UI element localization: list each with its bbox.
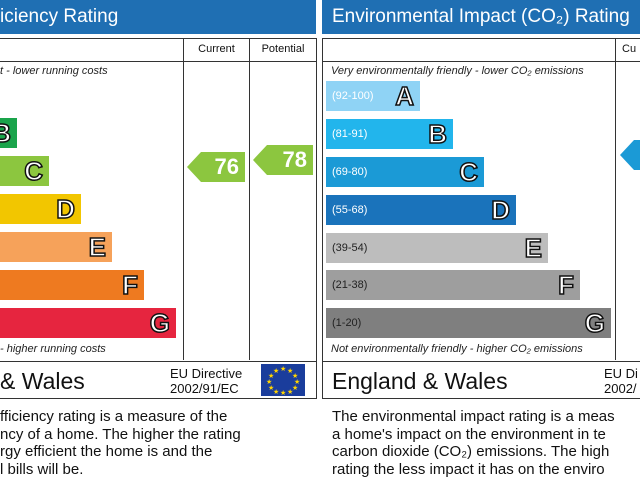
eu-flag-icon: ★ ★ ★ ★ ★ ★ ★ ★ ★ ★ ★ ★: [261, 364, 305, 397]
energy-desc-line-4: l bills will be.: [0, 460, 84, 478]
energy-band-d: D: [0, 193, 81, 225]
energy-band-letter: E: [88, 231, 107, 263]
environmental-impact-panel: Environmental Impact (CO₂) Rating Cu Ver…: [322, 0, 640, 480]
current-rating-arrow: 76: [187, 152, 245, 182]
energy-header: iciency Rating: [0, 0, 316, 34]
env-band-b: (81-91) B: [326, 118, 453, 150]
env-band-c: (69-80) C: [326, 156, 484, 188]
env-band-letter: F: [557, 269, 574, 301]
energy-desc-line-1: fficiency rating is a measure of the: [0, 408, 228, 425]
energy-band-letter: F: [121, 269, 138, 301]
env-top-note: Very environmentally friendly - lower CO…: [331, 65, 584, 77]
energy-efficiency-panel: iciency Rating Current Potential t - low…: [0, 0, 318, 480]
energy-region-label: & Wales: [0, 368, 85, 394]
current-column-header: Current: [198, 43, 235, 55]
env-directive-line2: 2002/: [604, 381, 637, 396]
env-desc-line-3: carbon dioxide (CO₂) emissions. The high: [332, 443, 610, 460]
energy-top-note: t - lower running costs: [0, 65, 108, 77]
energy-band-letter: C: [23, 155, 43, 187]
energy-header-title: iciency Rating: [0, 6, 119, 27]
env-band-e: (39-54) E: [326, 232, 548, 264]
env-directive-line1: EU Di: [604, 366, 638, 381]
energy-directive: EU Directive 2002/91/EC: [170, 366, 242, 396]
potential-rating-arrow: 78: [253, 145, 313, 175]
energy-chart-frame: [0, 38, 317, 362]
env-band-letter: B: [427, 118, 447, 150]
energy-band-b: B: [0, 117, 17, 149]
env-band-g: (1-20) G: [326, 307, 611, 339]
current-col-divider: [183, 38, 184, 360]
energy-band-f: F: [0, 269, 144, 301]
energy-bottom-note: - higher running costs: [0, 343, 106, 355]
env-band-letter: C: [458, 156, 478, 188]
env-band-f: (21-38) F: [326, 269, 580, 301]
environmental-header: Environmental Impact (CO₂) Rating: [322, 0, 640, 34]
env-band-range: (39-54): [332, 242, 368, 254]
potential-rating-value: 78: [282, 147, 307, 172]
environmental-region-label: England & Wales: [332, 368, 508, 394]
energy-band-letter: B: [0, 117, 12, 149]
potential-col-divider: [249, 38, 250, 360]
env-band-letter: A: [394, 80, 414, 112]
env-band-letter: E: [524, 232, 543, 264]
energy-desc-line-3: rgy efficient the home is and the: [0, 443, 213, 460]
env-current-column-header: Cu: [622, 43, 637, 55]
env-band-letter: G: [584, 307, 606, 339]
energy-footer-frame: [0, 360, 317, 399]
energy-band-c: C: [0, 155, 49, 187]
env-band-range: (21-38): [332, 279, 368, 291]
potential-column-header: Potential: [261, 43, 305, 55]
environmental-description: The environmental impact rating is a mea…: [332, 408, 640, 478]
env-band-d: (55-68) D: [326, 194, 516, 226]
energy-band-g: G: [0, 307, 176, 339]
env-desc-line-2: a home's impact on the environment in te: [332, 425, 606, 443]
energy-directive-line2: 2002/91/EC: [170, 381, 239, 396]
env-directive: EU Di 2002/: [604, 366, 638, 396]
energy-description: fficiency rating is a measure of the ncy…: [0, 408, 318, 478]
env-desc-line-4: rating the less impact it has on the env…: [332, 460, 605, 478]
energy-directive-line1: EU Directive: [170, 366, 243, 381]
env-band-range: (92-100): [332, 90, 374, 102]
env-band-range: (81-91): [332, 128, 368, 140]
header-row-divider: [0, 61, 316, 62]
env-header-row-divider: [322, 61, 640, 62]
current-rating-value: 76: [214, 154, 239, 179]
env-band-range: (1-20): [332, 317, 362, 329]
env-band-letter: D: [490, 194, 510, 226]
env-band-range: (69-80): [332, 166, 368, 178]
environmental-footer-frame: [322, 360, 640, 399]
env-bottom-note: Not environmentally friendly - higher CO…: [331, 343, 583, 355]
environmental-header-title: Environmental Impact (CO₂) Rating: [332, 6, 630, 27]
energy-band-e: E: [0, 231, 112, 263]
env-band-a: (92-100) A: [326, 80, 420, 112]
env-current-col-divider: [615, 38, 616, 360]
energy-band-letter: G: [149, 307, 171, 339]
env-desc-line-1: The environmental impact rating is a mea…: [332, 408, 615, 425]
energy-band-letter: D: [55, 193, 75, 225]
energy-desc-line-2: ncy of a home. The higher the rating: [0, 425, 241, 443]
env-band-range: (55-68): [332, 204, 368, 216]
environmental-chart-frame: [322, 38, 640, 362]
